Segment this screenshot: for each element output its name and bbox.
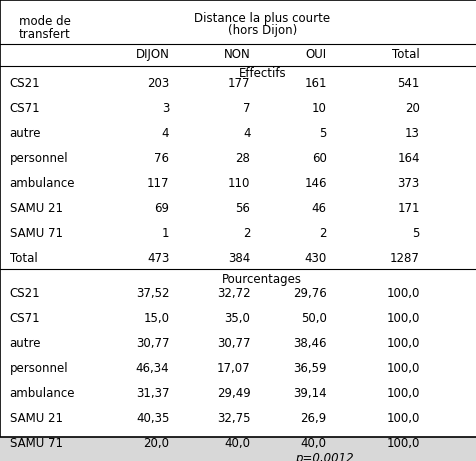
Text: CS21: CS21 bbox=[10, 77, 40, 90]
Text: 384: 384 bbox=[228, 252, 250, 265]
Text: 2: 2 bbox=[242, 227, 250, 240]
Text: OUI: OUI bbox=[305, 48, 326, 61]
Text: 146: 146 bbox=[304, 177, 326, 190]
Text: Pourcentages: Pourcentages bbox=[222, 273, 302, 286]
Text: autre: autre bbox=[10, 337, 41, 350]
Text: 32,75: 32,75 bbox=[217, 412, 250, 425]
Text: 46,34: 46,34 bbox=[136, 362, 169, 375]
Text: 100,0: 100,0 bbox=[386, 337, 419, 350]
Text: 110: 110 bbox=[228, 177, 250, 190]
Text: CS71: CS71 bbox=[10, 102, 40, 115]
Text: 30,77: 30,77 bbox=[136, 337, 169, 350]
Text: 32,72: 32,72 bbox=[217, 287, 250, 300]
Text: 171: 171 bbox=[397, 202, 419, 215]
Text: 69: 69 bbox=[154, 202, 169, 215]
Text: 100,0: 100,0 bbox=[386, 362, 419, 375]
Text: 5: 5 bbox=[319, 127, 326, 140]
Text: 473: 473 bbox=[147, 252, 169, 265]
Text: CS21: CS21 bbox=[10, 287, 40, 300]
Text: SAMU 71: SAMU 71 bbox=[10, 227, 62, 240]
Text: 35,0: 35,0 bbox=[224, 312, 250, 325]
Text: 20,0: 20,0 bbox=[143, 437, 169, 449]
Text: (hors Dijon): (hors Dijon) bbox=[227, 24, 297, 37]
Text: 4: 4 bbox=[161, 127, 169, 140]
Text: personnel: personnel bbox=[10, 362, 68, 375]
Text: 40,0: 40,0 bbox=[224, 437, 250, 449]
Text: 40,0: 40,0 bbox=[300, 437, 326, 449]
Text: 29,76: 29,76 bbox=[292, 287, 326, 300]
Text: 100,0: 100,0 bbox=[386, 387, 419, 400]
Text: 10: 10 bbox=[311, 102, 326, 115]
Text: autre: autre bbox=[10, 127, 41, 140]
Text: personnel: personnel bbox=[10, 152, 68, 165]
Text: 430: 430 bbox=[304, 252, 326, 265]
Text: 13: 13 bbox=[404, 127, 419, 140]
Text: 38,46: 38,46 bbox=[293, 337, 326, 350]
Text: 17,07: 17,07 bbox=[217, 362, 250, 375]
Text: ambulance: ambulance bbox=[10, 387, 75, 400]
Text: transfert: transfert bbox=[19, 28, 70, 41]
Text: 3: 3 bbox=[162, 102, 169, 115]
Text: Total: Total bbox=[391, 48, 419, 61]
Text: SAMU 21: SAMU 21 bbox=[10, 202, 62, 215]
Text: 50,0: 50,0 bbox=[300, 312, 326, 325]
Text: 1287: 1287 bbox=[389, 252, 419, 265]
Text: 76: 76 bbox=[154, 152, 169, 165]
Text: 30,77: 30,77 bbox=[217, 337, 250, 350]
Text: Effectifs: Effectifs bbox=[238, 67, 286, 80]
Text: 1: 1 bbox=[161, 227, 169, 240]
Text: ambulance: ambulance bbox=[10, 177, 75, 190]
Text: 7: 7 bbox=[242, 102, 250, 115]
Text: 541: 541 bbox=[397, 77, 419, 90]
Text: 2: 2 bbox=[318, 227, 326, 240]
Text: 5: 5 bbox=[412, 227, 419, 240]
Text: 28: 28 bbox=[235, 152, 250, 165]
Text: 56: 56 bbox=[235, 202, 250, 215]
Text: 39,14: 39,14 bbox=[293, 387, 326, 400]
Text: 40,35: 40,35 bbox=[136, 412, 169, 425]
Text: 60: 60 bbox=[311, 152, 326, 165]
Text: 100,0: 100,0 bbox=[386, 437, 419, 449]
Text: 373: 373 bbox=[397, 177, 419, 190]
Text: mode de: mode de bbox=[19, 15, 71, 28]
Text: 117: 117 bbox=[147, 177, 169, 190]
Text: 29,49: 29,49 bbox=[216, 387, 250, 400]
Text: p=0,0012: p=0,0012 bbox=[295, 452, 353, 461]
Text: 46: 46 bbox=[311, 202, 326, 215]
Text: Total: Total bbox=[10, 252, 37, 265]
Text: 203: 203 bbox=[147, 77, 169, 90]
Text: 26,9: 26,9 bbox=[300, 412, 326, 425]
Text: SAMU 71: SAMU 71 bbox=[10, 437, 62, 449]
Text: 100,0: 100,0 bbox=[386, 312, 419, 325]
Text: SAMU 21: SAMU 21 bbox=[10, 412, 62, 425]
Text: 100,0: 100,0 bbox=[386, 287, 419, 300]
Text: 37,52: 37,52 bbox=[136, 287, 169, 300]
Text: 161: 161 bbox=[304, 77, 326, 90]
Text: Distance la plus courte: Distance la plus courte bbox=[194, 12, 330, 25]
Text: DIJON: DIJON bbox=[135, 48, 169, 61]
Text: 100,0: 100,0 bbox=[386, 412, 419, 425]
Text: 36,59: 36,59 bbox=[293, 362, 326, 375]
Text: 20: 20 bbox=[404, 102, 419, 115]
Text: 4: 4 bbox=[242, 127, 250, 140]
Text: NON: NON bbox=[223, 48, 250, 61]
FancyBboxPatch shape bbox=[0, 0, 476, 437]
Text: 177: 177 bbox=[228, 77, 250, 90]
Text: CS71: CS71 bbox=[10, 312, 40, 325]
Text: 164: 164 bbox=[397, 152, 419, 165]
Text: 31,37: 31,37 bbox=[136, 387, 169, 400]
Text: 15,0: 15,0 bbox=[143, 312, 169, 325]
